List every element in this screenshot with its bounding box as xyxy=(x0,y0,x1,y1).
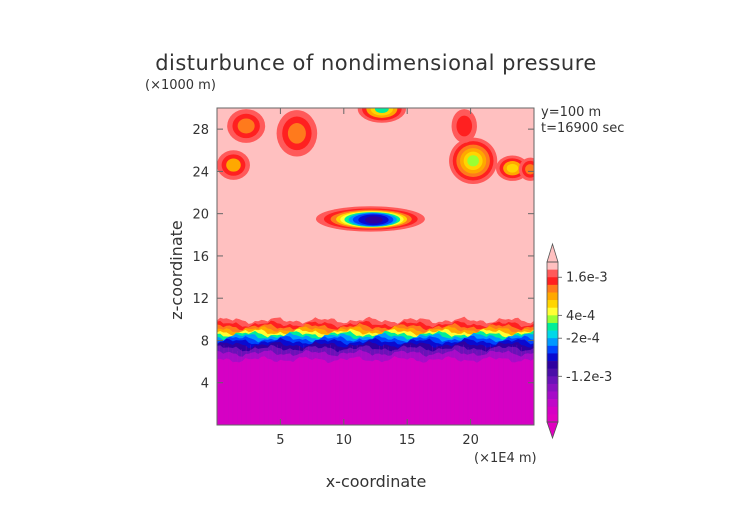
colorbar-level xyxy=(547,292,558,301)
colorbar-level xyxy=(547,368,558,377)
colorbar-level xyxy=(547,262,558,270)
y-tick-label: 24 xyxy=(192,165,209,180)
colorbar-level xyxy=(547,376,558,385)
annotation-t: t=16900 sec xyxy=(541,121,624,136)
colorbar-level xyxy=(547,406,558,415)
y-tick-label: 4 xyxy=(201,377,209,392)
x-tick-label: 5 xyxy=(276,433,284,448)
colorbar-level xyxy=(547,391,558,400)
colorbar-level xyxy=(547,353,558,362)
y-axis-title: z-coordinate xyxy=(167,220,186,320)
neg-contour xyxy=(364,216,383,224)
colorbar: 1.6e-3 4e-4 -2e-4 -1.2e-3 xyxy=(546,242,612,440)
lower-layer xyxy=(217,316,534,425)
x-unit-label: (×1E4 m) xyxy=(474,451,537,466)
colorbar-level xyxy=(547,383,558,392)
colorbar-frame xyxy=(546,261,559,423)
pos-contour xyxy=(456,115,473,137)
colorbar-label: -1.2e-3 xyxy=(566,370,612,385)
pos-contour xyxy=(374,108,389,113)
colorbar-level xyxy=(547,284,558,293)
colorbar-label: 1.6e-3 xyxy=(566,271,608,286)
x-axis-title: x-coordinate xyxy=(326,472,427,491)
pos-contour xyxy=(506,163,519,173)
colorbar-level xyxy=(547,300,558,309)
colorbar-bottom-arrow xyxy=(546,421,559,440)
colorbar-level xyxy=(547,315,558,324)
pos-contour xyxy=(237,118,255,134)
x-tick-label: 20 xyxy=(462,433,479,448)
negative-anomaly xyxy=(315,206,425,232)
colorbar-level xyxy=(547,345,558,354)
colorbar-top-arrow xyxy=(546,242,559,263)
y-tick-label: 12 xyxy=(192,292,209,307)
colorbar-label: -2e-4 xyxy=(566,332,600,347)
colorbar-level xyxy=(547,322,558,331)
lower-band xyxy=(217,356,534,425)
colorbar-level xyxy=(547,338,558,347)
pos-contour xyxy=(467,155,479,167)
colorbar-level xyxy=(547,277,558,286)
x-tick-label: 15 xyxy=(399,433,416,448)
y-axis: 4 8 12 16 20 24 28 xyxy=(192,123,534,392)
y-unit-label: (×1000 m) xyxy=(145,78,216,93)
x-axis: 5 10 15 20 xyxy=(276,108,479,448)
colorbar-level xyxy=(547,399,558,408)
y-tick-label: 8 xyxy=(201,334,209,349)
pos-contour xyxy=(287,123,306,144)
y-tick-label: 20 xyxy=(192,208,209,223)
positive-anomalies xyxy=(217,108,534,185)
colorbar-level xyxy=(547,414,558,423)
colorbar-level xyxy=(547,361,558,369)
pos-contour xyxy=(226,158,241,172)
y-tick-label: 16 xyxy=(192,250,209,265)
y-tick-label: 28 xyxy=(192,123,209,138)
chart-title: disturbunce of nondimensional pressure xyxy=(155,51,597,75)
colorbar-level xyxy=(547,269,558,278)
plot-frame xyxy=(216,107,535,426)
plot-area xyxy=(217,108,534,425)
colorbar-level xyxy=(547,330,558,339)
colorbar-label: 4e-4 xyxy=(566,309,595,324)
colorbar-level xyxy=(547,307,558,316)
annotation-y: y=100 m xyxy=(541,105,601,120)
x-tick-label: 10 xyxy=(336,433,353,448)
